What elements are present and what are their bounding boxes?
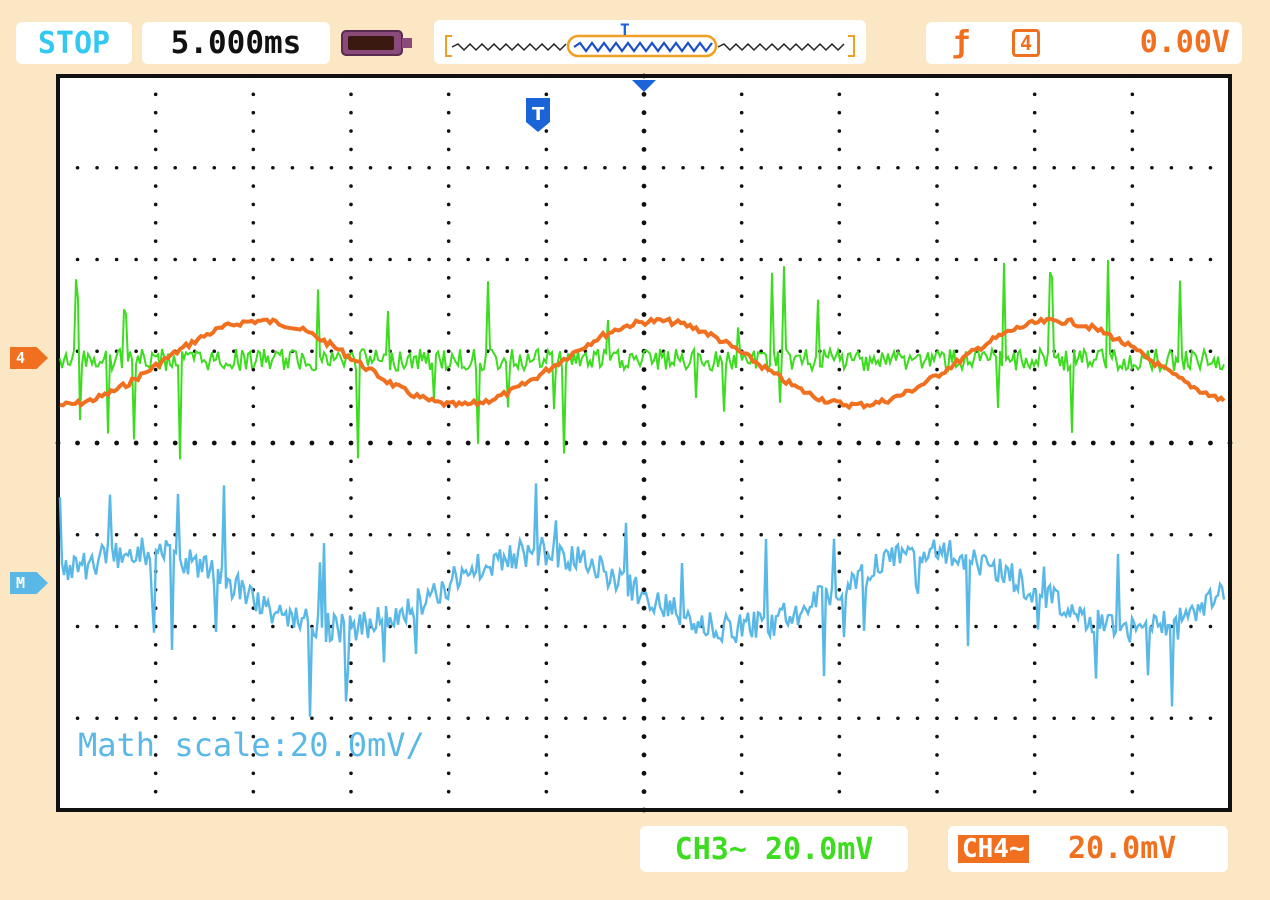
timebase-readout[interactable]: 5.000ms bbox=[142, 22, 330, 64]
channel-marker-icon[interactable]: M bbox=[10, 572, 48, 594]
trigger-settings[interactable]: ƒ 4 0.00V bbox=[926, 22, 1242, 64]
timebase-value: 5.000ms bbox=[170, 25, 302, 61]
trigger-source: 4 bbox=[1012, 29, 1040, 57]
center-time-marker bbox=[632, 80, 656, 92]
math-trace bbox=[58, 483, 1226, 717]
ch4-scale-value: 20.0mV bbox=[1068, 831, 1177, 866]
channel-marker-icon[interactable]: 4 bbox=[10, 347, 48, 369]
ch3-scale-value: CH3~ 20.0mV bbox=[674, 831, 874, 867]
ch3-scale-readout[interactable]: CH3~ 20.0mV bbox=[640, 826, 908, 872]
trigger-level: 0.00V bbox=[1139, 25, 1230, 60]
overview-left-bracket bbox=[445, 35, 452, 57]
trigger-marker-icon: T bbox=[532, 104, 545, 125]
overview-view-window[interactable] bbox=[566, 34, 718, 58]
graticule-grid bbox=[55, 73, 1233, 813]
memory-overview-bar[interactable]: T bbox=[434, 20, 866, 64]
ch4-channel-label: CH4~ bbox=[958, 835, 1029, 863]
run-state-label: STOP bbox=[37, 25, 111, 61]
trigger-edge-icon: ƒ bbox=[952, 25, 971, 60]
overview-waveform-visible bbox=[573, 41, 713, 53]
overview-trigger-marker: T bbox=[620, 20, 630, 39]
ch4-scale-readout[interactable]: CH4~ 20.0mV bbox=[948, 826, 1228, 872]
math-scale-label: Math scale:20.0mV/ bbox=[78, 726, 425, 764]
overview-right-bracket bbox=[848, 35, 855, 57]
overview-waveform-right bbox=[717, 42, 845, 52]
ch3-trace bbox=[59, 260, 1225, 460]
ch4-trace bbox=[59, 316, 1226, 411]
battery-icon bbox=[341, 30, 412, 56]
run-stop-status[interactable]: STOP bbox=[16, 22, 132, 64]
overview-waveform-left bbox=[451, 42, 567, 52]
trigger-position-marker[interactable]: T bbox=[526, 98, 550, 132]
